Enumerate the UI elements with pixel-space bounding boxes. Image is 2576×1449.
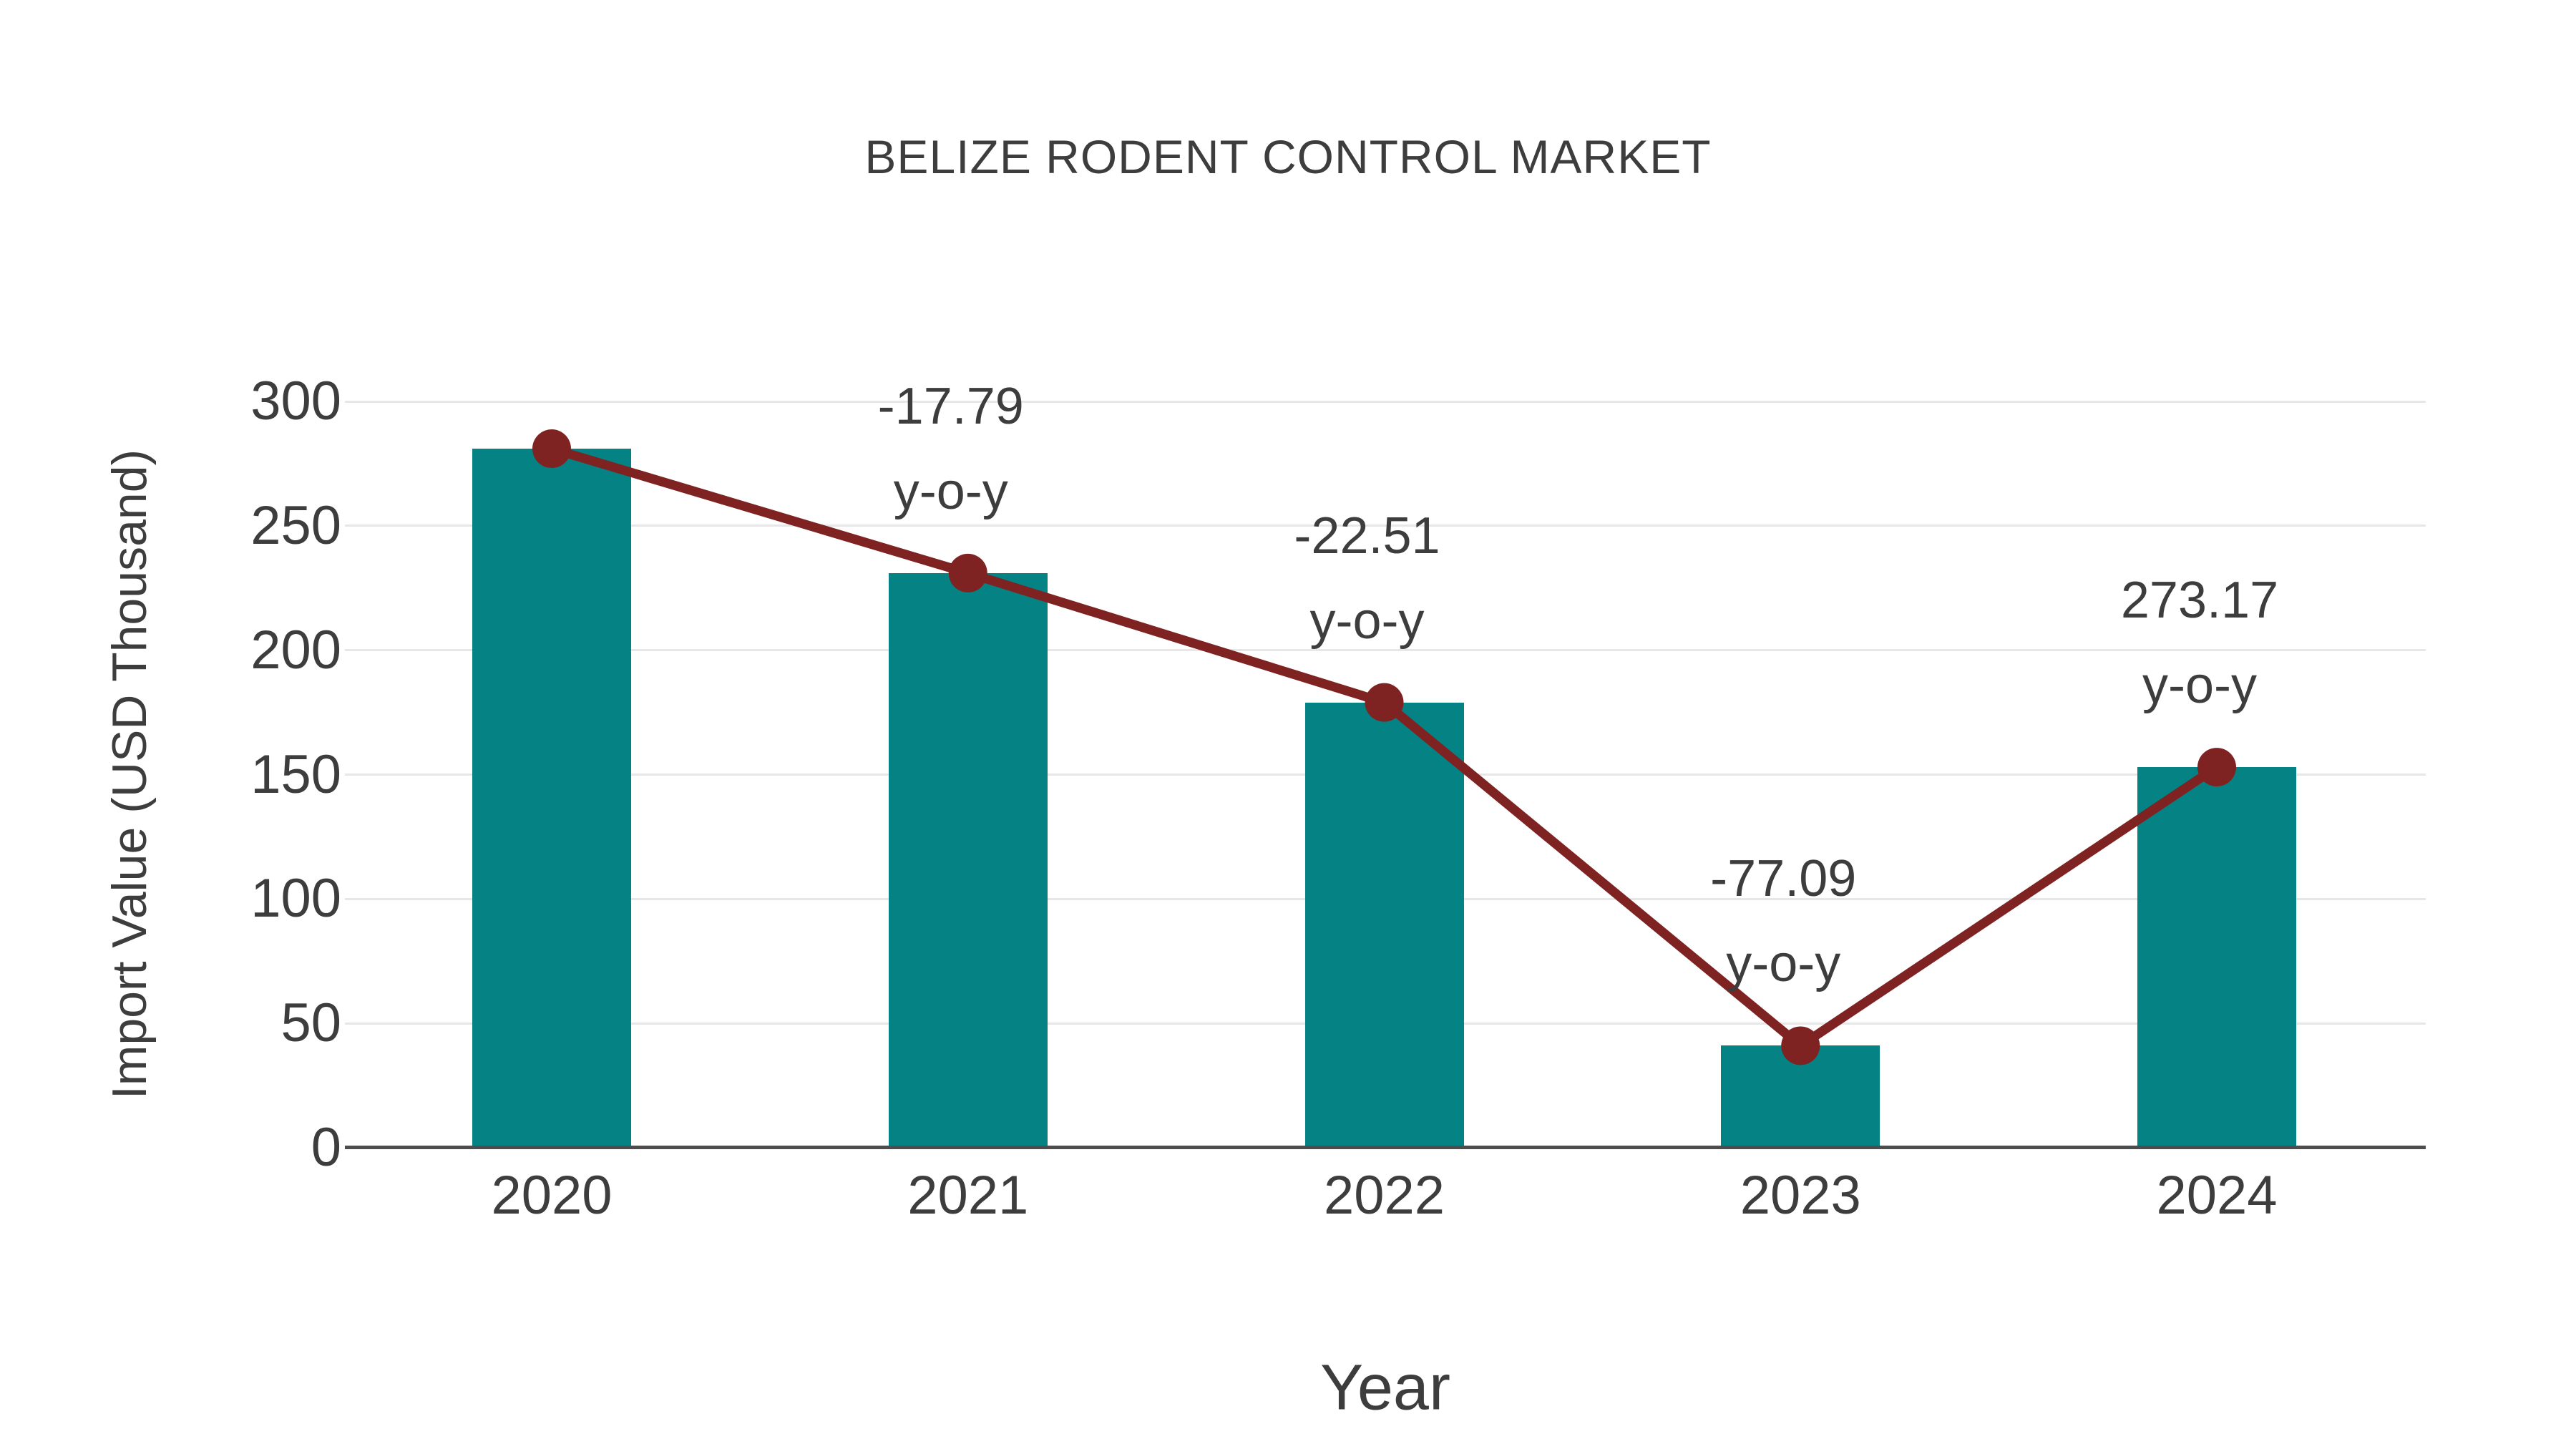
annotation-2021: -17.79 y-o-y — [878, 364, 1024, 535]
gridline-200 — [345, 649, 2426, 652]
annotation-2024: 273.17 y-o-y — [2121, 558, 2278, 728]
annotation-2021-value: -17.79 — [877, 377, 1024, 435]
annotation-2022-suffix: y-o-y — [1309, 592, 1425, 650]
gridline-300 — [345, 400, 2426, 403]
y-tick-label-0: 0 — [311, 1117, 341, 1178]
annotation-2021-suffix: y-o-y — [893, 462, 1008, 520]
y-tick-label-150: 150 — [250, 743, 341, 805]
annotation-2023-suffix: y-o-y — [1726, 935, 1841, 993]
line-point-2022 — [1365, 683, 1404, 722]
annotation-2023: -77.09 y-o-y — [1710, 836, 1856, 1007]
line-point-2021 — [948, 553, 987, 592]
x-axis-title: Year — [1320, 1352, 1450, 1424]
annotation-2024-value: 273.17 — [2120, 572, 2279, 630]
x-tick-label-2021: 2021 — [907, 1165, 1029, 1226]
y-tick-label-250: 250 — [250, 494, 341, 556]
chart-title: BELIZE RODENT CONTROL MARKET — [864, 130, 1712, 183]
plot-area — [345, 400, 2426, 1149]
trend-line-layer — [532, 429, 2236, 1065]
y-tick-label-50: 50 — [280, 992, 341, 1054]
x-tick-label-2022: 2022 — [1323, 1165, 1445, 1226]
line-point-2023 — [1781, 1026, 1820, 1065]
bar-2021 — [888, 572, 1048, 1148]
line-point-2020 — [532, 429, 571, 469]
annotation-2022-value: -22.51 — [1294, 507, 1440, 565]
gridline-250 — [345, 525, 2426, 527]
x-tick-label-2023: 2023 — [1740, 1165, 1861, 1226]
x-tick-label-2024: 2024 — [2156, 1165, 2278, 1226]
x-tick-label-2020: 2020 — [491, 1165, 613, 1226]
annotation-2022: -22.51 y-o-y — [1294, 494, 1440, 664]
line-point-2024 — [2197, 748, 2236, 787]
y-tick-label-200: 200 — [250, 619, 341, 680]
bar-2022 — [1304, 702, 1464, 1148]
bar-2020 — [472, 449, 631, 1148]
annotation-2024-suffix: y-o-y — [2142, 657, 2257, 715]
y-tick-label-300: 300 — [250, 371, 341, 431]
annotation-2023-value: -77.09 — [1710, 850, 1857, 908]
y-tick-label-100: 100 — [250, 868, 341, 930]
x-axis-line — [345, 1146, 2426, 1149]
bar-2024 — [2137, 767, 2296, 1148]
